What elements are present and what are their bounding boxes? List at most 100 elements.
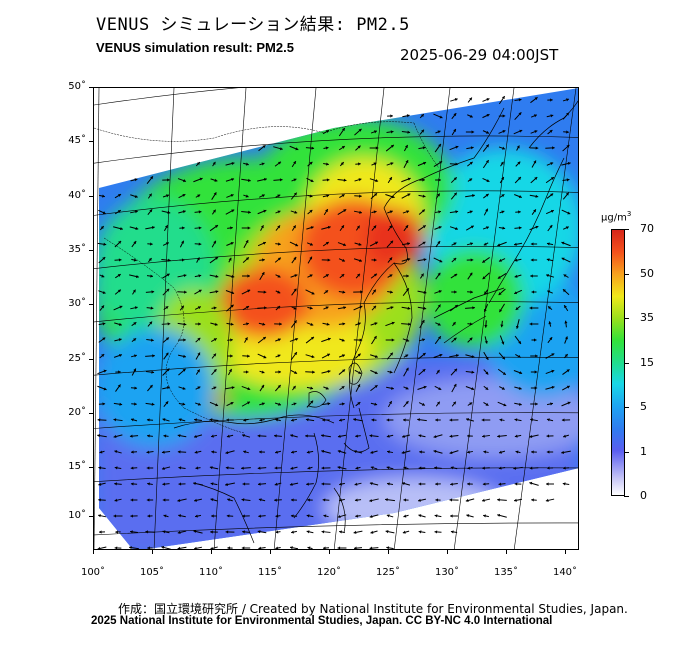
wind-arrow-head (149, 321, 153, 325)
wind-arrow-head (197, 306, 201, 310)
wind-arrow-head (385, 498, 388, 502)
wind-arrow-head (293, 192, 297, 196)
wind-arrow-head (177, 450, 181, 454)
wind-arrow-head (471, 355, 475, 359)
wind-arrow-head (198, 242, 202, 246)
wind-arrow-head (231, 161, 235, 166)
wind-arrow-head (358, 371, 362, 374)
wind-arrow-head (435, 498, 439, 502)
wind-arrow-head (485, 160, 489, 164)
wind-arrow-head (321, 482, 325, 486)
wind-arrow-head (337, 434, 341, 438)
wind-arrow-head (371, 418, 375, 422)
wind-arrow-head (277, 161, 281, 165)
wind-arrow-head (469, 114, 473, 118)
wind-arrow-head (98, 482, 102, 486)
wind-arrow-head (182, 368, 186, 372)
wind-arrow-head (341, 386, 345, 390)
wind-arrow-head (341, 274, 345, 277)
wind-arrow-head (341, 128, 345, 132)
wind-arrow-head (353, 450, 357, 454)
wind-arrow-head (359, 338, 363, 342)
wind-arrow-head (499, 450, 502, 454)
wind-arrow-head (118, 258, 122, 262)
wind-arrow-head (275, 546, 279, 549)
colorbar (611, 229, 625, 496)
wind-arrow-head (321, 449, 325, 453)
wind-arrow-head (465, 498, 469, 503)
wind-arrow-head (546, 482, 549, 486)
wind-arrow-head (257, 482, 261, 486)
wind-arrow-head (386, 514, 390, 518)
wind-arrow-head (307, 466, 311, 470)
wind-arrow-head (195, 466, 199, 470)
wind-arrow-head (439, 353, 443, 357)
wind-arrow-head (469, 337, 473, 341)
wind-arrow-head (421, 129, 424, 133)
wind-arrow-head (215, 274, 219, 278)
wind-arrow-head (182, 194, 186, 197)
wind-arrow-head (198, 289, 202, 293)
wind-arrow-head (436, 369, 440, 373)
colorbar-tick (624, 407, 629, 408)
wind-arrow-head (148, 258, 152, 262)
wind-arrow-head (167, 258, 171, 262)
wind-arrow-head (194, 546, 197, 549)
wind-arrow-head (423, 385, 427, 389)
wind-arrow-head (373, 273, 377, 277)
wind-arrow-head (278, 402, 281, 406)
wind-arrow-head (289, 482, 293, 486)
wind-arrow-head (103, 369, 107, 373)
wind-arrow-head (529, 322, 533, 326)
wind-arrow-head (501, 176, 504, 180)
wind-arrow-head (293, 256, 297, 260)
wind-arrow-head (321, 466, 325, 470)
wind-arrow-head (515, 450, 519, 454)
wind-arrow-head (278, 370, 282, 374)
wind-arrow-head (549, 337, 553, 341)
wind-arrow-head (453, 192, 457, 196)
wind-arrow-head (449, 418, 453, 422)
wind-arrow-head (275, 418, 279, 422)
wind-arrow-head (483, 450, 487, 454)
wind-arrow-head (369, 498, 373, 503)
wind-arrow-head (567, 211, 571, 215)
wind-arrow-head (181, 226, 185, 230)
wind-arrow-head (118, 338, 122, 342)
wind-arrow-head (193, 481, 196, 486)
wind-arrow-head (486, 179, 490, 182)
wind-arrow-head (435, 418, 438, 422)
wind-arrow-head (422, 369, 426, 373)
lat-tick (89, 141, 93, 143)
colorbar-tick (624, 362, 629, 364)
lat-label: 45˚ (68, 135, 86, 147)
wind-arrow-head (453, 128, 456, 132)
wind-arrow-head (119, 227, 123, 231)
wind-arrow-head (293, 306, 297, 310)
wind-arrow-head (518, 402, 522, 406)
wind-arrow-head (405, 367, 409, 371)
wind-arrow-head (470, 242, 473, 246)
wind-arrow-head (178, 466, 182, 470)
wind-arrow-head (339, 498, 342, 502)
wind-arrow-head (359, 210, 362, 214)
wind-arrow-head (546, 242, 550, 246)
wind-arrow-head (295, 337, 299, 341)
wind-arrow-head (311, 291, 315, 295)
wind-arrow-head (502, 371, 506, 375)
wind-arrow-head (566, 385, 570, 389)
wind-arrow-head (118, 322, 122, 326)
wind-arrow-head (197, 386, 201, 390)
wind-arrow-head (230, 242, 234, 245)
wind-arrow-head (530, 258, 534, 262)
wind-arrow-head (485, 386, 489, 390)
wind-arrow-head (98, 466, 102, 470)
wind-arrow-head (486, 113, 490, 117)
wind-arrow-head (277, 384, 281, 388)
wind-arrow-head (310, 322, 314, 326)
wind-arrow-head (97, 434, 101, 438)
wind-arrow-head (184, 290, 187, 294)
wind-arrow-head (403, 514, 407, 518)
wind-arrow-head (390, 130, 394, 134)
wind-arrow-head (231, 209, 235, 213)
